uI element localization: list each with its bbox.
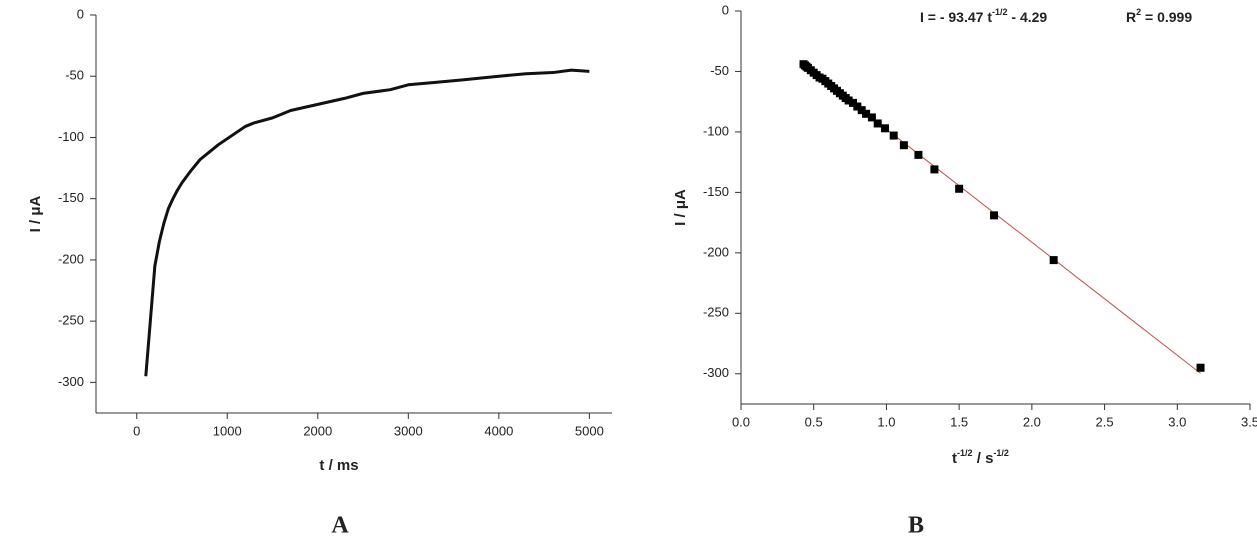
x-tick-label: 5000 [575,423,604,438]
x-tick-label: 3000 [394,423,423,438]
x-axis-label: t-1/2 / s-1/2 [952,448,1009,467]
r-squared-part: R [1126,9,1136,25]
y-tick-label: -300 [58,374,84,389]
r-squared: R2 = 0.999 [1126,7,1192,24]
x-tick-label: 2.0 [1023,414,1041,429]
y-tick-label: -100 [58,129,84,144]
y-tick-label: -200 [58,251,84,266]
data-point [867,113,876,122]
data-point [889,131,898,140]
y-tick-label: -300 [703,365,729,380]
x-axis-label-part: t [952,450,957,467]
x-tick-label: 1.0 [877,414,895,429]
y-tick-label: -50 [710,63,729,78]
x-tick-label: 0.0 [732,414,750,429]
data-point [880,124,889,133]
data-point [1196,363,1205,372]
equation-part: - 4.29 [1008,9,1048,25]
x-axis-label: t / ms [319,457,358,474]
x-tick-label: 1.5 [950,414,968,429]
y-tick-label: -100 [703,123,729,138]
data-point [853,102,862,111]
y-tick-label: -150 [58,190,84,205]
x-axis-label-part: -1/2 [957,448,973,458]
equation-part: I = - 93.47 t [920,9,992,25]
x-tick-label: 0.5 [805,414,823,429]
data-point [1049,256,1058,265]
data-point [857,106,866,115]
data-point [955,184,964,193]
y-axis-label: I / μA [27,195,44,232]
x-tick-label: 2.5 [1096,414,1114,429]
y-tick-label: -150 [703,184,729,199]
x-axis-label-part: -1/2 [993,448,1009,458]
y-tick-label: 0 [722,2,729,17]
y-tick-label: 0 [77,6,84,21]
x-tick-label: 0 [133,423,140,438]
y-tick-label: -50 [65,68,84,83]
x-tick-label: 1000 [213,423,242,438]
data-point [930,165,939,174]
x-tick-label: 2000 [303,423,332,438]
panel-label: A [331,513,349,539]
panel-label: B [908,513,924,539]
data-point [862,109,871,118]
data-point [899,141,908,150]
y-tick-label: -200 [703,244,729,259]
x-axis-label-part: / s [973,450,994,467]
equation: I = - 93.47 t-1/2 - 4.29 [920,7,1047,24]
data-point [914,150,923,159]
x-tick-label: 3.0 [1168,414,1186,429]
y-tick-label: -250 [703,305,729,320]
data-point [799,60,808,69]
x-tick-label: 4000 [484,423,513,438]
data-point [873,119,882,128]
y-axis-label: I / μA [672,189,689,226]
y-tick-label: -250 [58,313,84,328]
x-tick-label: 3.5 [1241,414,1257,429]
data-point [990,211,999,220]
data-point [848,98,857,107]
data-line [144,68,590,377]
equation-part: -1/2 [992,7,1008,17]
r-squared-part: 2 [1136,7,1141,17]
r-squared-part: = 0.999 [1141,9,1192,25]
